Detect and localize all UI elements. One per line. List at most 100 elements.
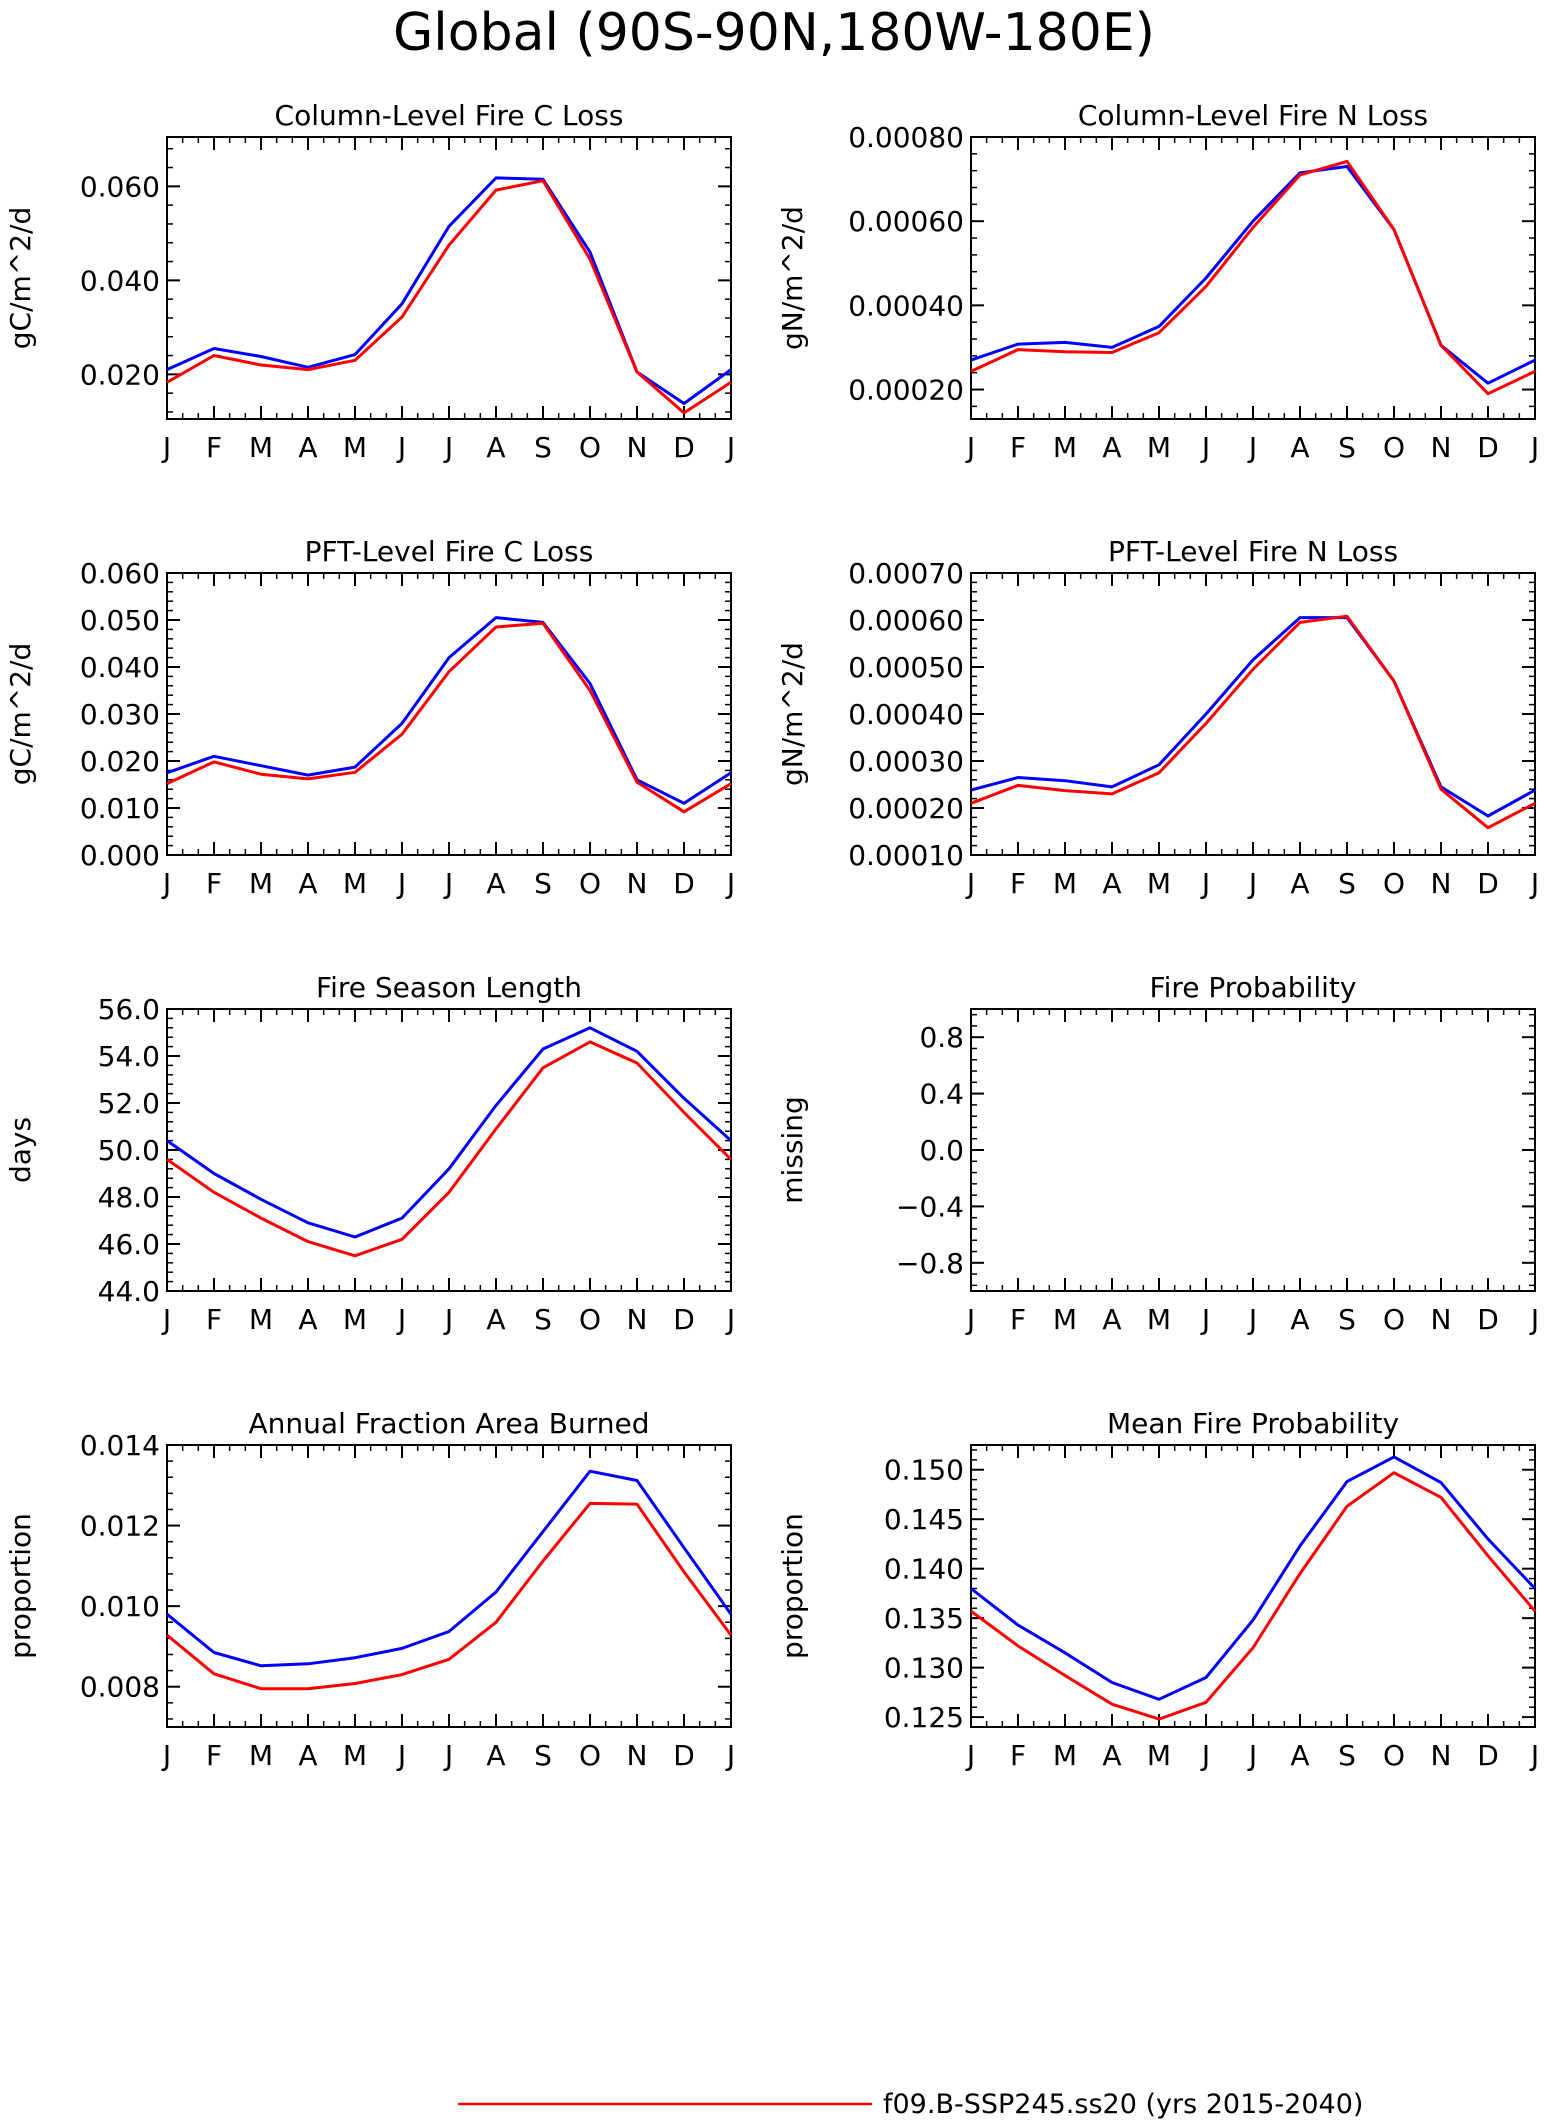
- x-tick-label: A: [1290, 867, 1309, 900]
- y-tick-label: 0.00070: [848, 557, 964, 590]
- x-tick-label: F: [1010, 1303, 1026, 1336]
- series-line-2: [166, 1501, 733, 1691]
- y-axis-label: gC/m^2/d: [4, 643, 37, 786]
- x-tick-label: S: [1338, 1303, 1356, 1336]
- x-tick-label: M: [1053, 1739, 1077, 1772]
- x-tick-label: M: [249, 1303, 273, 1336]
- x-tick-label: D: [673, 1739, 695, 1772]
- x-tick-label: J: [161, 1739, 171, 1772]
- x-tick-label: O: [579, 1303, 601, 1336]
- panel-title: Mean Fire Probability: [1107, 1407, 1399, 1440]
- y-tick-label: 0.00060: [848, 205, 964, 238]
- y-tick-label: 0.014: [80, 1429, 160, 1462]
- series-line-2: [166, 179, 732, 415]
- x-tick-label: M: [1147, 867, 1171, 900]
- x-tick-label: S: [1338, 867, 1356, 900]
- x-tick-label: O: [579, 431, 601, 464]
- x-tick-label: S: [534, 1303, 552, 1336]
- x-tick-label: N: [627, 1303, 648, 1336]
- y-tick-label: 0.8: [919, 1021, 964, 1054]
- x-tick-label: D: [673, 867, 695, 900]
- y-tick-label: 0.000: [80, 839, 160, 872]
- y-tick-label: 0.00030: [848, 745, 964, 778]
- x-tick-label: N: [627, 431, 648, 464]
- x-tick-label: F: [206, 431, 222, 464]
- x-tick-label: J: [1200, 867, 1210, 900]
- x-tick-label: A: [486, 431, 505, 464]
- y-tick-label: 46.0: [98, 1228, 160, 1261]
- y-tick-label: 0.040: [80, 264, 160, 297]
- x-tick-label: F: [206, 1739, 222, 1772]
- x-tick-label: A: [298, 1739, 317, 1772]
- x-tick-label: N: [1431, 1303, 1452, 1336]
- x-tick-label: A: [1290, 1739, 1309, 1772]
- panel-title: Fire Probability: [1150, 971, 1357, 1004]
- x-tick-label: S: [534, 1739, 552, 1772]
- x-tick-label: J: [965, 431, 975, 464]
- x-tick-label: A: [298, 431, 317, 464]
- y-tick-label: −0.4: [896, 1190, 964, 1223]
- x-tick-label: M: [1147, 1739, 1171, 1772]
- x-tick-label: M: [343, 1739, 367, 1772]
- x-tick-label: N: [1431, 431, 1452, 464]
- x-tick-label: J: [965, 1739, 975, 1772]
- series-line-2: [166, 1040, 733, 1258]
- y-tick-label: 44.0: [98, 1275, 160, 1308]
- x-tick-label: J: [161, 867, 171, 900]
- y-tick-label: 56.0: [98, 993, 160, 1026]
- y-axis-label: missing: [776, 1096, 809, 1204]
- y-axis-label: gN/m^2/d: [776, 206, 809, 350]
- plot-frame: [166, 1008, 732, 1292]
- x-tick-label: A: [486, 867, 505, 900]
- x-tick-label: J: [443, 1303, 453, 1336]
- panel-title: PFT-Level Fire N Loss: [1108, 535, 1398, 568]
- x-tick-label: J: [396, 867, 406, 900]
- x-tick-label: J: [1529, 1303, 1539, 1336]
- series-line-1: [166, 616, 732, 805]
- x-tick-label: J: [1200, 1739, 1210, 1772]
- x-tick-label: A: [1290, 1303, 1309, 1336]
- series-line-1: [166, 1469, 733, 1668]
- y-tick-label: 0.00020: [848, 792, 964, 825]
- x-tick-label: J: [161, 431, 171, 464]
- x-tick-label: S: [534, 431, 552, 464]
- x-tick-label: J: [1247, 1303, 1257, 1336]
- y-tick-label: 0.012: [80, 1510, 160, 1543]
- x-tick-label: F: [1010, 1739, 1026, 1772]
- x-tick-label: N: [1431, 1739, 1452, 1772]
- x-tick-label: J: [1529, 867, 1539, 900]
- y-axis-label: gN/m^2/d: [776, 642, 809, 786]
- x-tick-label: J: [1247, 431, 1257, 464]
- x-tick-label: O: [1383, 1303, 1405, 1336]
- x-tick-label: M: [343, 867, 367, 900]
- y-tick-label: 0.00040: [848, 289, 964, 322]
- plot-frame: [970, 1444, 1536, 1728]
- x-tick-label: J: [443, 867, 453, 900]
- series-line-2: [970, 614, 1536, 830]
- y-tick-label: 50.0: [98, 1134, 160, 1167]
- x-tick-label: J: [396, 1303, 406, 1336]
- x-tick-label: M: [1147, 1303, 1171, 1336]
- x-tick-label: M: [249, 1739, 273, 1772]
- y-tick-label: 0.4: [919, 1078, 964, 1111]
- x-tick-label: O: [1383, 431, 1405, 464]
- x-tick-label: O: [1383, 867, 1405, 900]
- y-axis-label: proportion: [776, 1513, 809, 1659]
- x-tick-label: D: [673, 1303, 695, 1336]
- x-tick-label: A: [1102, 867, 1121, 900]
- x-tick-label: A: [1102, 1739, 1121, 1772]
- y-tick-label: 0.020: [80, 745, 160, 778]
- y-tick-label: 0.008: [80, 1671, 160, 1704]
- x-tick-label: M: [343, 1303, 367, 1336]
- plot-frame: [166, 572, 732, 856]
- x-tick-label: F: [1010, 867, 1026, 900]
- x-tick-label: J: [1529, 431, 1539, 464]
- panel-title: PFT-Level Fire C Loss: [305, 535, 594, 568]
- x-tick-label: J: [725, 1739, 735, 1772]
